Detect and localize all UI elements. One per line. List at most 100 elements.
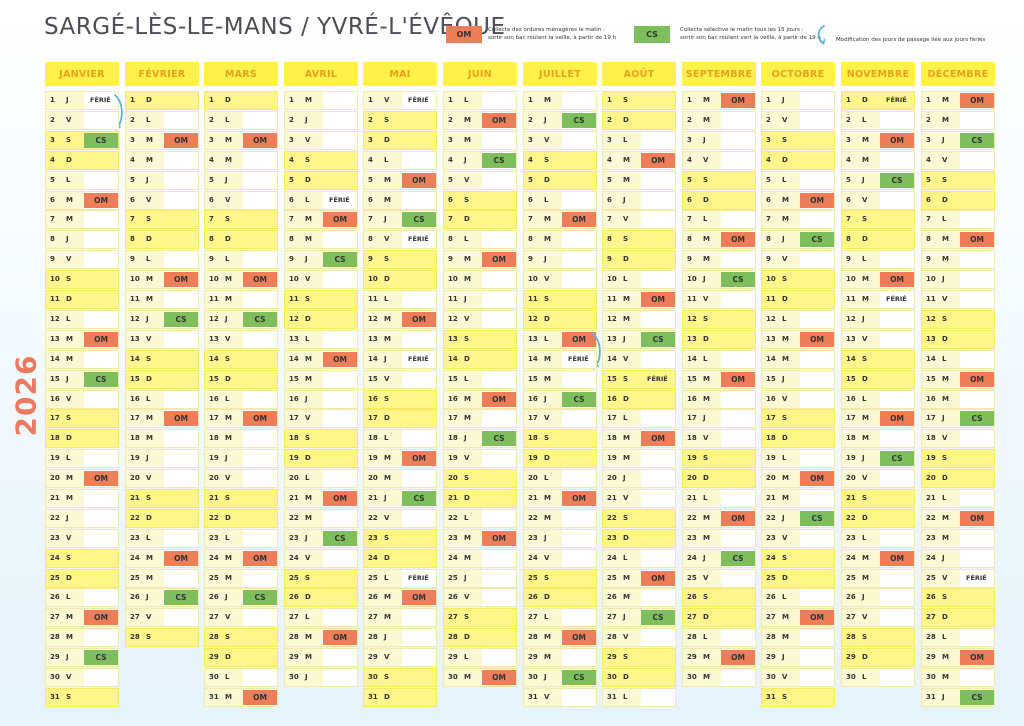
day-number: 17	[926, 414, 936, 422]
cs-collection-badge: CS	[960, 411, 994, 426]
day-cell: 19 S	[682, 449, 756, 468]
weekday-letter: D	[225, 514, 231, 522]
weekday-letter: S	[146, 494, 152, 502]
day-number: 3	[766, 136, 771, 144]
day-cell: 4 J CS	[443, 151, 517, 170]
day-number: 10	[528, 275, 538, 283]
cs-collection-badge: CS	[721, 551, 755, 566]
day-cell: 15 D	[204, 370, 278, 389]
day-number: 25	[50, 574, 60, 582]
weekday-letter: M	[464, 395, 471, 403]
om-collection-badge: OM	[880, 272, 914, 287]
day-cell: 21 V	[602, 489, 676, 508]
om-collection-badge: OM	[402, 173, 436, 188]
cs-collection-badge: CS	[880, 451, 914, 466]
day-cell: 27 D	[682, 608, 756, 627]
day-number: 23	[448, 534, 458, 542]
weekday-letter: L	[464, 375, 469, 383]
weekday-letter: D	[862, 375, 868, 383]
weekday-letter: M	[225, 693, 232, 701]
day-number: 10	[368, 275, 378, 283]
day-number: 15	[448, 375, 458, 383]
weekday-letter: V	[544, 693, 550, 701]
cs-collection-badge: CS	[482, 431, 516, 446]
day-number: 22	[607, 514, 617, 522]
day-cell: 19 D	[523, 449, 597, 468]
day-cell: 30 M	[682, 668, 756, 687]
day-number: 13	[209, 335, 219, 343]
holiday-label: FÉRIÉ	[966, 574, 987, 582]
day-cell: 12 S	[682, 310, 756, 329]
day-number: 30	[846, 673, 856, 681]
day-number: 14	[289, 355, 299, 363]
day-number: 11	[209, 295, 219, 303]
om-collection-badge: OM	[721, 372, 755, 387]
day-number: 22	[687, 514, 697, 522]
weekday-letter: L	[305, 613, 310, 621]
day-number: 29	[368, 653, 378, 661]
weekday-letter: V	[146, 474, 152, 482]
day-number: 3	[448, 136, 453, 144]
day-number: 3	[687, 136, 692, 144]
day-cell: 26 D	[284, 588, 358, 607]
day-cell: 21 M	[45, 489, 119, 508]
day-number: 3	[846, 136, 851, 144]
weekday-letter: L	[623, 136, 628, 144]
weekday-letter: M	[305, 355, 312, 363]
weekday-letter: V	[623, 355, 629, 363]
weekday-letter: S	[146, 215, 152, 223]
day-cell: 26 L	[761, 588, 835, 607]
day-cell: 24 D	[363, 549, 437, 568]
weekday-letter: M	[942, 235, 949, 243]
day-cell: 16 L	[841, 390, 915, 409]
day-number: 27	[130, 613, 140, 621]
weekday-letter: V	[782, 673, 788, 681]
day-cell: 14 L	[682, 350, 756, 369]
day-number: 7	[368, 215, 373, 223]
day-cell: 30 L	[204, 668, 278, 687]
day-cell: 23 J CS	[284, 529, 358, 548]
day-number: 5	[687, 176, 692, 184]
day-cell: 30 L	[841, 668, 915, 687]
day-cell: 15 S FÉRIÉ	[602, 370, 676, 389]
weekday-letter: M	[384, 196, 391, 204]
day-number: 7	[528, 215, 533, 223]
day-cell: 27 L	[284, 608, 358, 627]
weekday-letter: J	[942, 693, 945, 701]
day-number: 6	[209, 196, 214, 204]
day-number: 18	[130, 434, 140, 442]
day-number: 21	[926, 494, 936, 502]
day-number: 17	[846, 414, 856, 422]
weekday-letter: L	[464, 653, 469, 661]
weekday-letter: V	[703, 574, 709, 582]
day-number: 8	[607, 235, 612, 243]
cs-collection-badge: CS	[164, 312, 198, 327]
weekday-letter: S	[703, 593, 709, 601]
day-cell: 17 D	[363, 409, 437, 428]
day-number: 26	[448, 593, 458, 601]
day-cell: 7 J CS	[363, 210, 437, 229]
day-number: 8	[766, 235, 771, 243]
day-number: 4	[50, 156, 55, 164]
day-cell: 25 D	[45, 569, 119, 588]
day-number: 1	[687, 96, 692, 104]
weekday-letter: M	[544, 633, 551, 641]
weekday-letter: J	[942, 554, 945, 562]
day-cell: 19 D	[284, 449, 358, 468]
day-number: 11	[50, 295, 60, 303]
day-cell: 11 S	[523, 290, 597, 309]
day-number: 30	[766, 673, 776, 681]
weekday-letter: D	[225, 235, 231, 243]
day-number: 15	[130, 375, 140, 383]
om-collection-badge: OM	[323, 212, 357, 227]
day-number: 24	[50, 554, 60, 562]
day-cell: 26 L	[45, 588, 119, 607]
weekday-letter: J	[782, 235, 785, 243]
weekday-letter: M	[942, 116, 949, 124]
